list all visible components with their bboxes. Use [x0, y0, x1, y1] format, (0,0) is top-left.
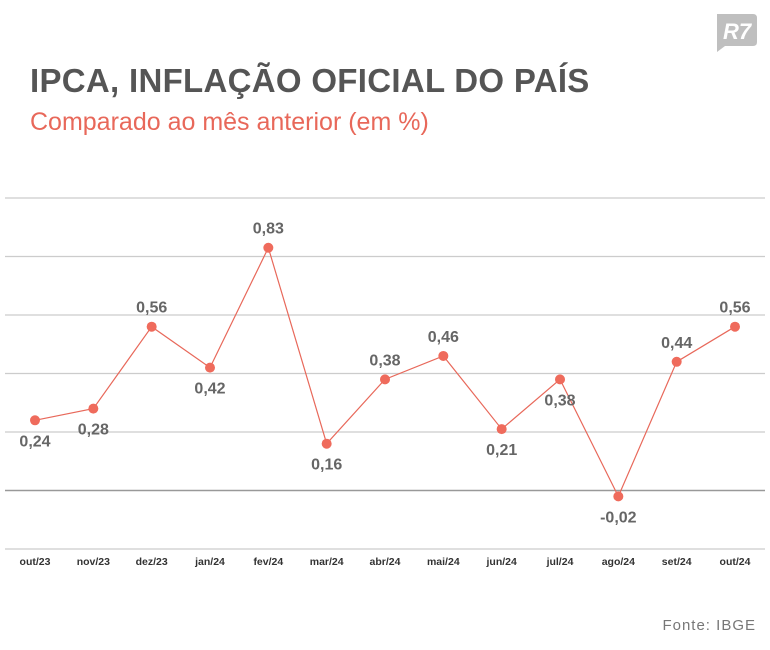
- data-label: 0,46: [428, 329, 459, 346]
- data-label: 0,83: [253, 221, 284, 238]
- x-tick-label: set/24: [662, 556, 692, 568]
- data-point: [205, 362, 215, 373]
- logo-text: R7: [723, 19, 753, 44]
- chart-title: IPCA, INFLAÇÃO OFICIAL DO PAÍS: [30, 62, 590, 99]
- x-tick-label: out/24: [720, 556, 751, 568]
- x-tick-label: jan/24: [194, 556, 225, 568]
- data-point: [496, 424, 507, 435]
- data-label: 0,38: [544, 392, 575, 409]
- x-tick-label: abr/24: [370, 556, 401, 568]
- data-label: 0,21: [486, 442, 517, 459]
- chart-subtitle: Comparado ao mês anterior (em %): [30, 108, 429, 136]
- data-label: -0,02: [600, 509, 637, 526]
- data-point: [613, 491, 624, 502]
- data-point: [438, 350, 449, 361]
- data-label: 0,42: [194, 381, 225, 398]
- data-point: [730, 321, 740, 332]
- x-tick-label: mar/24: [310, 556, 344, 568]
- data-point: [555, 374, 565, 385]
- x-tick-label: jul/24: [546, 556, 574, 568]
- data-label: 0,28: [78, 422, 109, 439]
- x-tick-label: out/23: [20, 556, 51, 568]
- data-label: 0,56: [719, 300, 750, 317]
- source-note: Fonte: IBGE: [662, 617, 756, 634]
- data-point: [321, 438, 332, 449]
- r7-logo: R7: [711, 12, 759, 52]
- logo-badge: [717, 14, 757, 52]
- data-label: 0,56: [136, 300, 167, 317]
- data-point: [88, 403, 99, 414]
- data-point: [263, 242, 274, 253]
- x-tick-label: fev/24: [253, 556, 283, 568]
- data-point: [380, 374, 390, 385]
- x-tick-label: ago/24: [602, 556, 635, 568]
- data-label: 0,24: [19, 433, 50, 450]
- x-tick-label: dez/23: [136, 556, 168, 568]
- x-tick-label: jun/24: [485, 556, 517, 568]
- data-point: [30, 415, 40, 426]
- data-point: [146, 321, 157, 332]
- data-label: 0,16: [311, 457, 342, 474]
- data-label: 0,38: [369, 352, 400, 369]
- series-line: [34, 246, 736, 498]
- data-label: 0,44: [661, 335, 692, 352]
- data-point: [671, 356, 682, 367]
- x-tick-label: mai/24: [427, 556, 460, 568]
- x-tick-label: nov/23: [77, 556, 110, 568]
